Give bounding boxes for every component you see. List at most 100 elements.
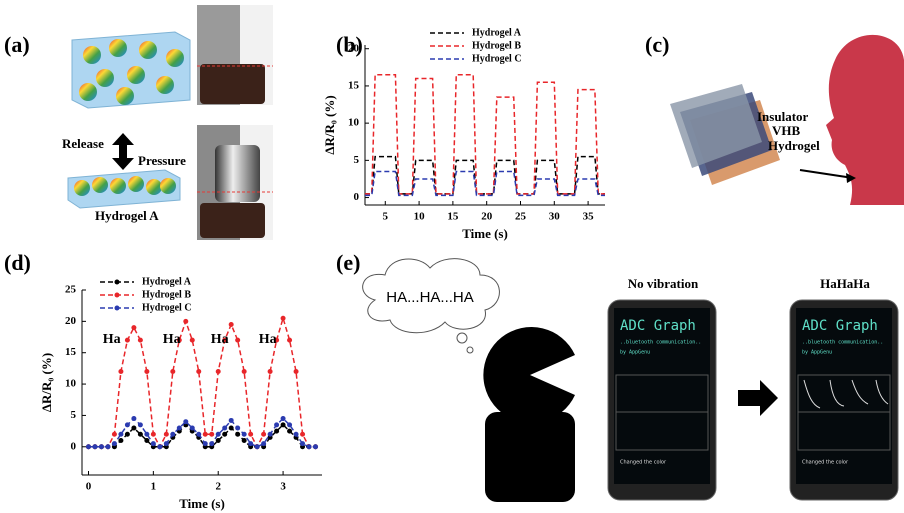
data-point (281, 416, 286, 421)
app-title: ADC Graph (802, 318, 878, 334)
app-title: ADC Graph (620, 318, 696, 334)
double-arrow (112, 133, 134, 170)
data-point (196, 432, 201, 437)
data-point (125, 432, 130, 437)
gel-sample (200, 64, 265, 104)
data-point (229, 322, 234, 327)
particle (92, 177, 108, 193)
body-icon (485, 412, 575, 502)
x-tick-label: 0 (86, 481, 92, 493)
data-point (274, 422, 279, 427)
y-tick-label: 25 (65, 284, 77, 296)
y-tick-label: 15 (65, 346, 77, 358)
gel-sample (200, 203, 265, 238)
x-tick-label: 25 (515, 211, 527, 223)
particle (160, 178, 176, 194)
data-point (138, 338, 143, 343)
panel-label: (a) (4, 32, 30, 57)
particle (83, 46, 101, 64)
legend-marker (115, 280, 120, 285)
data-point (164, 432, 169, 437)
data-point (151, 432, 156, 437)
data-point (125, 422, 130, 427)
phone-screen (614, 308, 710, 484)
legend-marker (115, 293, 120, 298)
data-point (209, 441, 214, 446)
legend-marker (115, 306, 120, 311)
legend-label: Hydrogel A (142, 276, 192, 287)
y-tick-label: 10 (348, 117, 360, 129)
x-axis-label: Time (s) (179, 496, 225, 511)
data-point (242, 432, 247, 437)
transition-arrow (738, 380, 778, 416)
y-tick-label: 10 (65, 378, 77, 390)
data-point (248, 441, 253, 446)
data-point (118, 432, 123, 437)
data-point (268, 432, 273, 437)
hydrogel-illustration: Release Pressure Hydrogel A (62, 5, 273, 240)
cloud-dot (457, 333, 467, 343)
data-point (118, 369, 123, 374)
data-point (183, 319, 188, 324)
particle (79, 83, 97, 101)
status-text: Changed the color (802, 460, 849, 466)
panel-label: (e) (336, 250, 360, 275)
x-tick-label: 20 (481, 211, 493, 223)
data-point (313, 444, 318, 449)
data-point (242, 369, 247, 374)
data-point (294, 369, 299, 374)
legend-label: Hydrogel B (472, 40, 521, 51)
particle (127, 66, 145, 84)
data-point (190, 338, 195, 343)
figure: (a) (b) (c) (d) (e) Release Pressure Hyd… (0, 0, 904, 513)
data-point (138, 432, 143, 437)
app-subtitle: ..bluetooth communication.. (802, 340, 883, 346)
app-subtitle: ..bluetooth communication.. (620, 340, 701, 346)
data-point (177, 425, 182, 430)
data-point (300, 441, 305, 446)
phone: ADC Graph..bluetooth communication..by A… (790, 300, 898, 500)
data-point (144, 432, 149, 437)
thought-text: HA...HA...HA (386, 289, 474, 306)
data-point (235, 425, 240, 430)
phone: ADC Graph..bluetooth communication..by A… (608, 300, 716, 500)
data-point (203, 441, 208, 446)
series-line (88, 318, 315, 447)
x-tick-label: 10 (414, 211, 426, 223)
data-point (242, 438, 247, 443)
annotation: Ha (163, 332, 181, 347)
x-tick-label: 1 (151, 481, 157, 493)
data-point (125, 338, 130, 343)
annotation: Ha (211, 332, 229, 347)
annotation: Ha (103, 332, 121, 347)
head-model (826, 35, 904, 205)
data-point (274, 429, 279, 434)
data-point (170, 432, 175, 437)
device-illustration: Insulator VHB Hydrogel (670, 35, 904, 205)
particle (109, 39, 127, 57)
data-point (261, 432, 266, 437)
data-point (164, 441, 169, 446)
data-point (268, 369, 273, 374)
particle (96, 69, 114, 87)
data-point (216, 438, 221, 443)
legend-label: Hydrogel C (142, 302, 192, 313)
data-point (248, 432, 253, 437)
data-point (144, 438, 149, 443)
data-point (281, 316, 286, 321)
phone-title: HaHaHa (820, 276, 870, 291)
pointer-arrow (800, 170, 853, 178)
data-point (99, 444, 104, 449)
data-point (118, 438, 123, 443)
annotation: Pressure (138, 153, 186, 168)
data-point (222, 432, 227, 437)
y-axis-label: ΔR/R₀ (%) (39, 353, 54, 412)
data-point (203, 432, 208, 437)
data-point (112, 432, 117, 437)
particle (166, 49, 184, 67)
data-point (209, 432, 214, 437)
series-line (365, 75, 605, 194)
legend-label: Hydrogel A (472, 27, 522, 38)
data-point (300, 432, 305, 437)
phone-title: No vibration (628, 276, 699, 291)
